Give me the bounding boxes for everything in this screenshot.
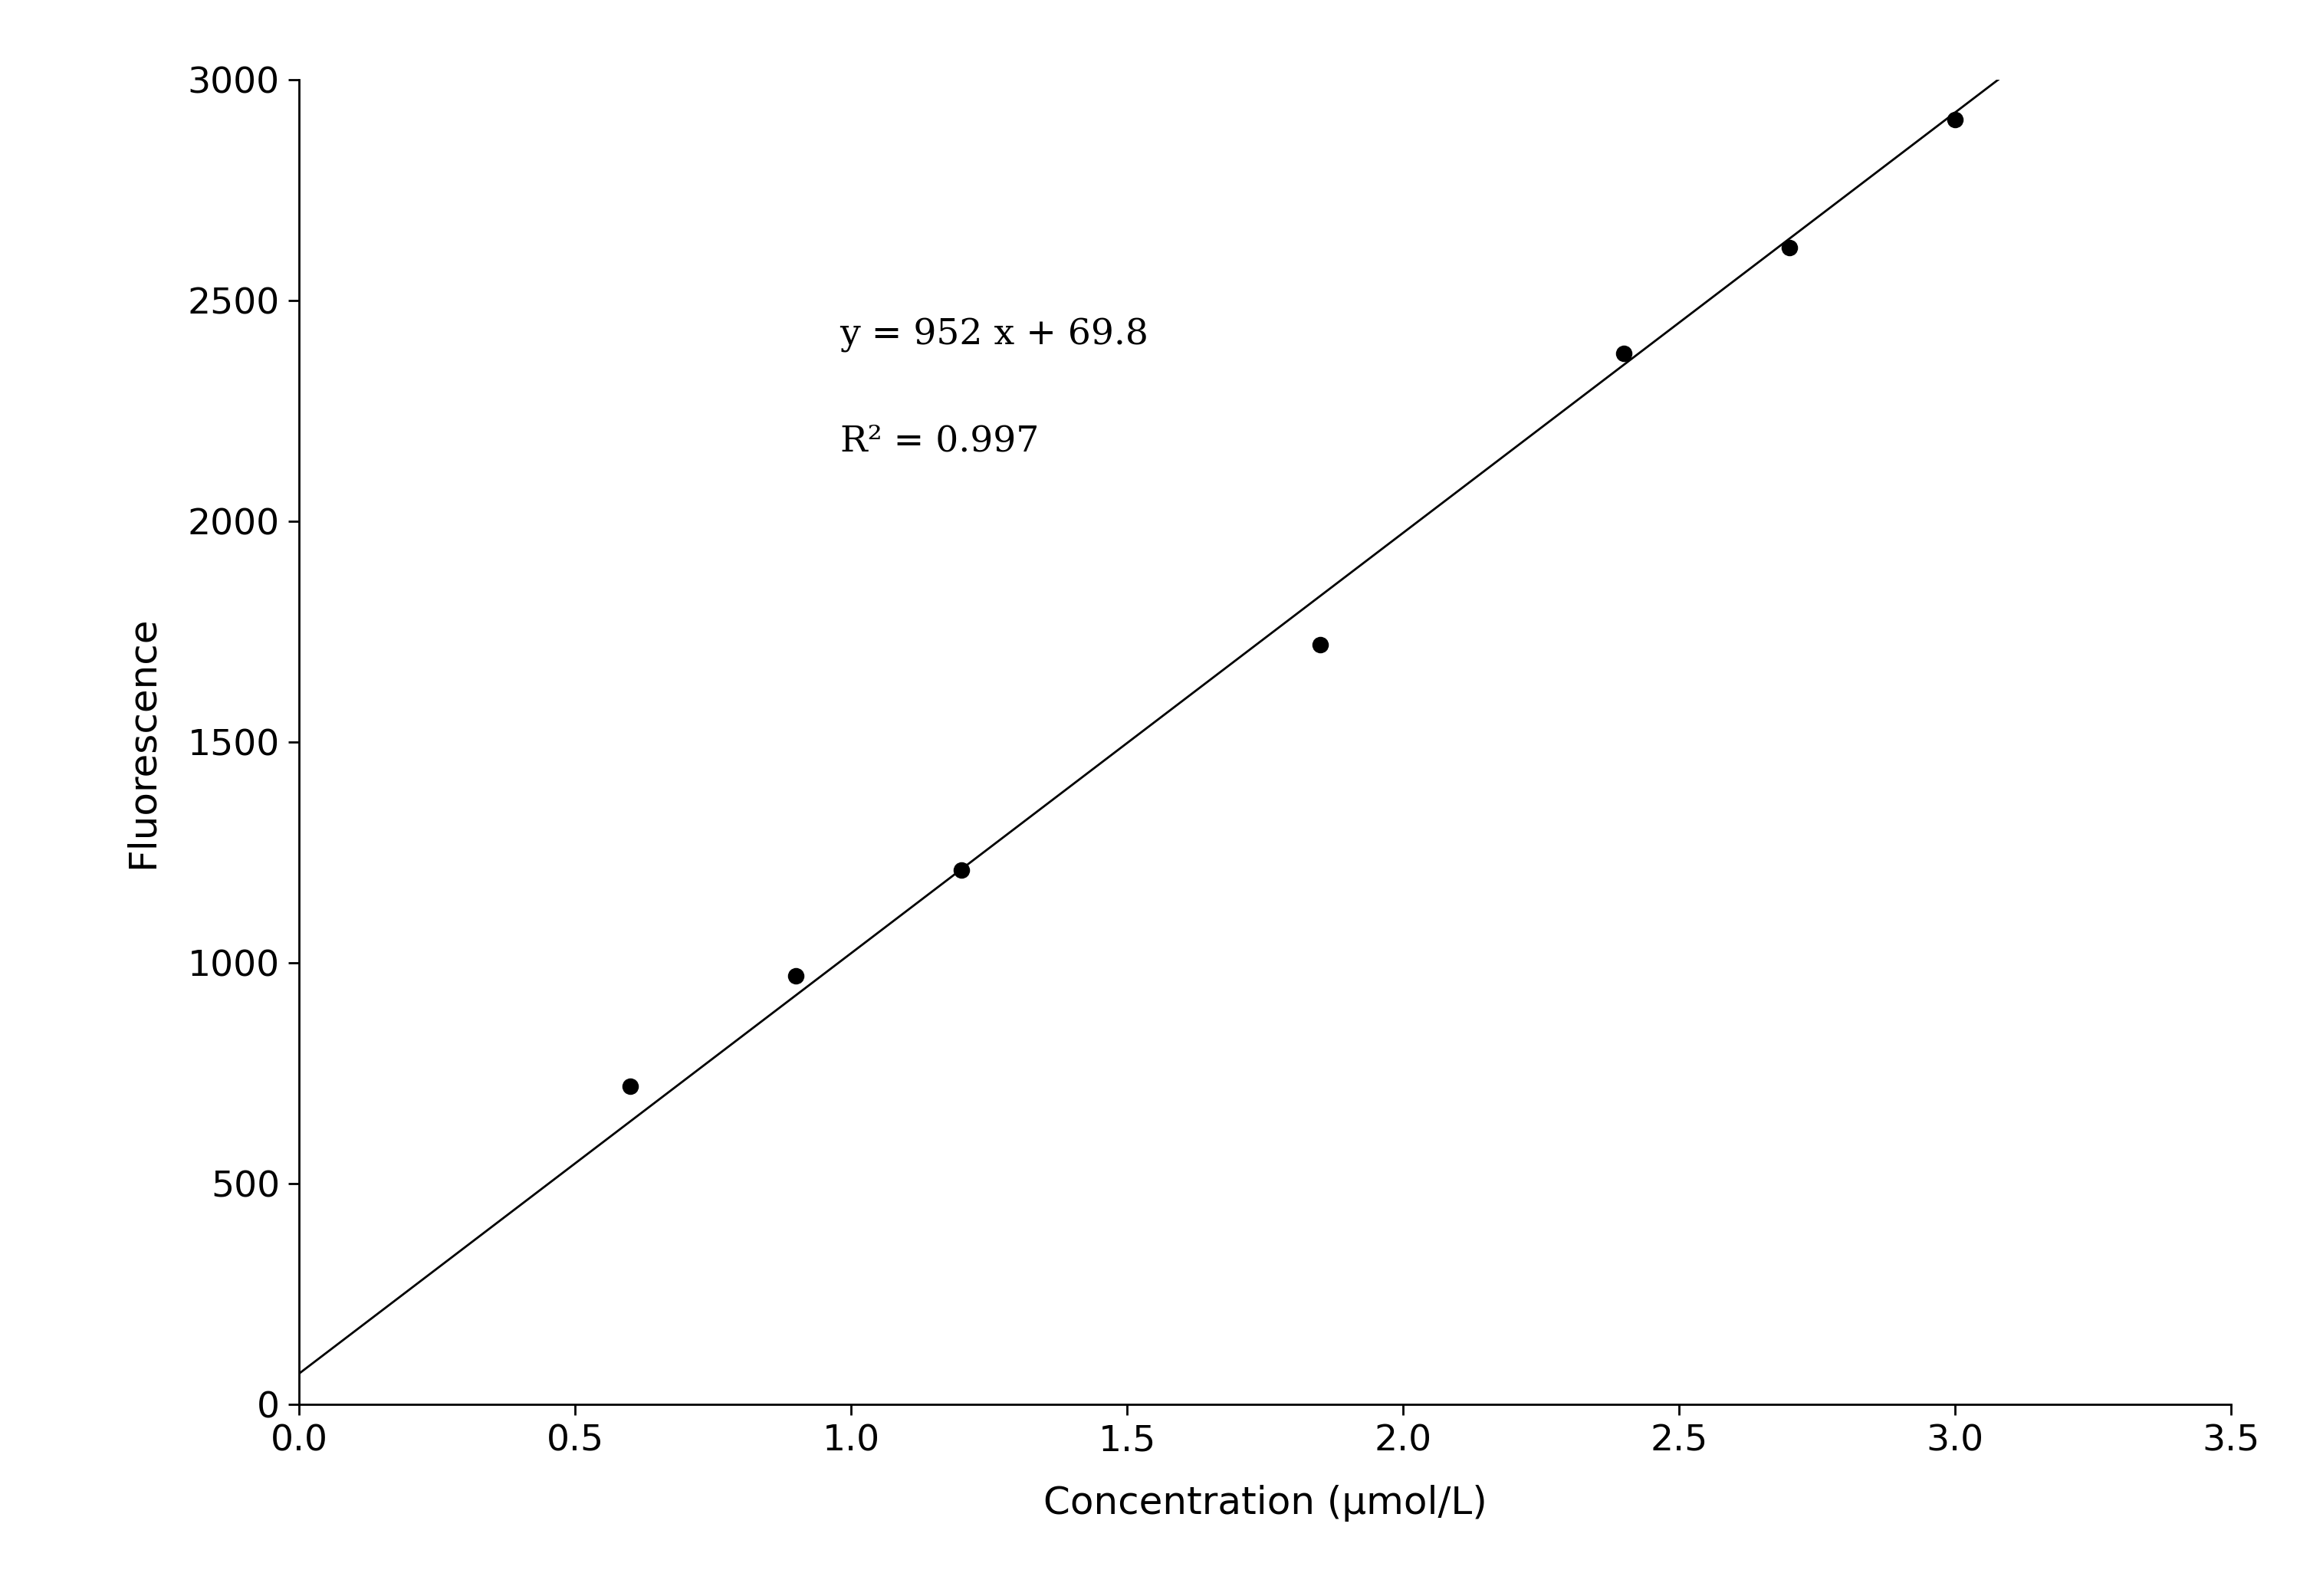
Point bbox=[1771, 235, 1808, 260]
Point bbox=[1605, 342, 1642, 367]
X-axis label: Concentration (μmol/L): Concentration (μmol/L) bbox=[1044, 1484, 1486, 1521]
Point bbox=[1937, 107, 1973, 132]
Y-axis label: Fluorescence: Fluorescence bbox=[124, 616, 161, 868]
Text: y = 952 x + 69.8: y = 952 x + 69.8 bbox=[840, 318, 1148, 353]
Text: R² = 0.997: R² = 0.997 bbox=[840, 425, 1040, 460]
Point bbox=[777, 964, 814, 990]
Point bbox=[612, 1074, 649, 1100]
Point bbox=[1302, 632, 1339, 658]
Point bbox=[943, 857, 980, 883]
